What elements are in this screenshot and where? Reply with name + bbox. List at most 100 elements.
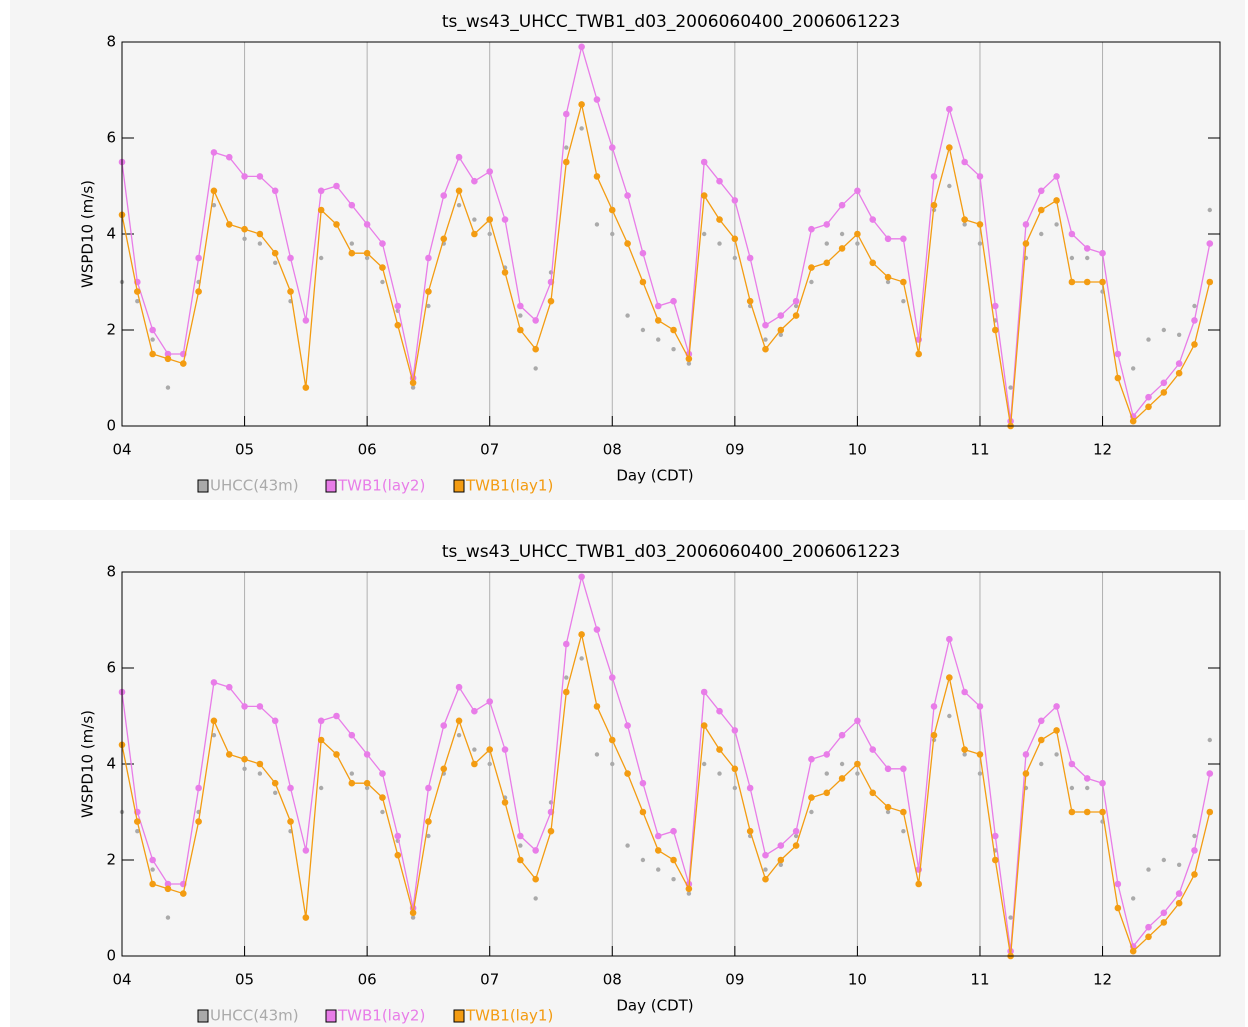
scatter-point bbox=[257, 771, 263, 776]
x-tick-label: 04 bbox=[112, 971, 131, 989]
line-marker bbox=[195, 254, 202, 262]
scatter-point bbox=[1192, 303, 1197, 309]
scatter-point bbox=[1085, 255, 1090, 261]
x-tick-label: 08 bbox=[603, 441, 622, 459]
line-marker bbox=[241, 173, 248, 180]
line-marker bbox=[241, 755, 248, 763]
legend-swatch bbox=[197, 479, 209, 493]
scatter-point bbox=[809, 809, 814, 815]
line-marker bbox=[256, 230, 264, 238]
line-marker bbox=[348, 201, 356, 209]
line-marker bbox=[164, 885, 172, 893]
line-marker bbox=[149, 880, 156, 888]
line-marker bbox=[333, 221, 340, 228]
scatter-point bbox=[533, 366, 538, 371]
panel: ts_ws43_UHCC_TWB1_d03_2006060400_2006061… bbox=[10, 530, 1245, 1027]
line-marker bbox=[1114, 880, 1122, 888]
legend-swatch bbox=[325, 1009, 337, 1023]
legend-swatch bbox=[197, 1009, 209, 1023]
scatter-point bbox=[824, 771, 829, 776]
line-marker bbox=[991, 856, 999, 864]
scatter-point bbox=[732, 785, 738, 791]
line-marker bbox=[409, 379, 417, 387]
line-marker bbox=[654, 317, 662, 324]
line-marker bbox=[593, 626, 601, 633]
line-marker bbox=[287, 254, 294, 262]
line-marker bbox=[991, 832, 999, 840]
line-marker bbox=[486, 698, 494, 705]
line-marker bbox=[1191, 317, 1198, 324]
line-marker bbox=[486, 168, 494, 175]
scatter-point bbox=[518, 843, 523, 848]
line-marker bbox=[333, 712, 340, 720]
line-marker bbox=[440, 722, 448, 729]
line-marker bbox=[1068, 278, 1076, 286]
line-marker bbox=[1160, 919, 1168, 926]
line-marker bbox=[317, 736, 325, 744]
line-marker bbox=[440, 235, 448, 243]
line-marker bbox=[1145, 403, 1152, 411]
line-marker bbox=[716, 707, 723, 715]
line-marker bbox=[808, 264, 815, 271]
line-marker bbox=[930, 703, 938, 710]
line-marker bbox=[1114, 350, 1122, 358]
scatter-point bbox=[701, 231, 707, 237]
x-tick-label: 05 bbox=[235, 971, 254, 989]
line-marker bbox=[333, 751, 340, 758]
scatter-point bbox=[426, 833, 431, 839]
line-marker bbox=[1099, 249, 1106, 257]
line-marker bbox=[700, 688, 708, 696]
scatter-point bbox=[257, 241, 263, 246]
scatter-point bbox=[809, 279, 814, 285]
scatter-point bbox=[625, 313, 630, 318]
scatter-point bbox=[1085, 785, 1090, 791]
line-marker bbox=[792, 297, 800, 305]
panel-background bbox=[10, 530, 1245, 1027]
line-marker bbox=[394, 321, 402, 329]
line-marker bbox=[195, 818, 202, 825]
scatter-point bbox=[824, 241, 829, 246]
line-marker bbox=[471, 760, 478, 768]
line-marker bbox=[1099, 808, 1106, 816]
scatter-point bbox=[763, 337, 768, 342]
scatter-point bbox=[1008, 385, 1013, 390]
line-marker bbox=[1037, 736, 1045, 744]
y-tick-label: 0 bbox=[106, 417, 116, 435]
line-marker bbox=[271, 717, 279, 725]
line-marker bbox=[195, 288, 202, 295]
line-marker bbox=[670, 856, 677, 864]
scatter-point bbox=[1176, 332, 1182, 337]
y-tick-label: 2 bbox=[106, 321, 116, 339]
scatter-point bbox=[380, 809, 385, 815]
line-marker bbox=[134, 818, 141, 825]
line-marker bbox=[746, 784, 754, 792]
line-marker bbox=[777, 856, 785, 864]
line-marker bbox=[195, 784, 202, 792]
line-marker bbox=[624, 192, 631, 199]
line-marker bbox=[854, 187, 861, 195]
line-marker bbox=[731, 197, 739, 204]
scatter-point bbox=[1176, 862, 1182, 867]
line-marker bbox=[593, 703, 601, 710]
line-marker bbox=[961, 216, 968, 223]
line-marker bbox=[317, 187, 325, 195]
series-line bbox=[121, 634, 1211, 957]
scatter-point bbox=[380, 279, 385, 285]
line-marker bbox=[409, 909, 417, 917]
line-marker bbox=[700, 722, 708, 729]
line-marker bbox=[363, 249, 371, 257]
line-marker bbox=[425, 288, 432, 295]
line-marker bbox=[1022, 240, 1030, 247]
line-marker bbox=[700, 192, 708, 199]
line-marker bbox=[700, 158, 708, 166]
line-marker bbox=[379, 240, 386, 247]
scatter-point bbox=[410, 385, 416, 390]
line-marker bbox=[624, 722, 631, 729]
line-marker bbox=[1160, 389, 1168, 396]
line-marker bbox=[1022, 751, 1030, 758]
x-tick-label: 06 bbox=[358, 441, 377, 459]
line-marker bbox=[915, 880, 922, 888]
line-marker bbox=[946, 144, 953, 151]
scatter-point bbox=[947, 713, 952, 719]
